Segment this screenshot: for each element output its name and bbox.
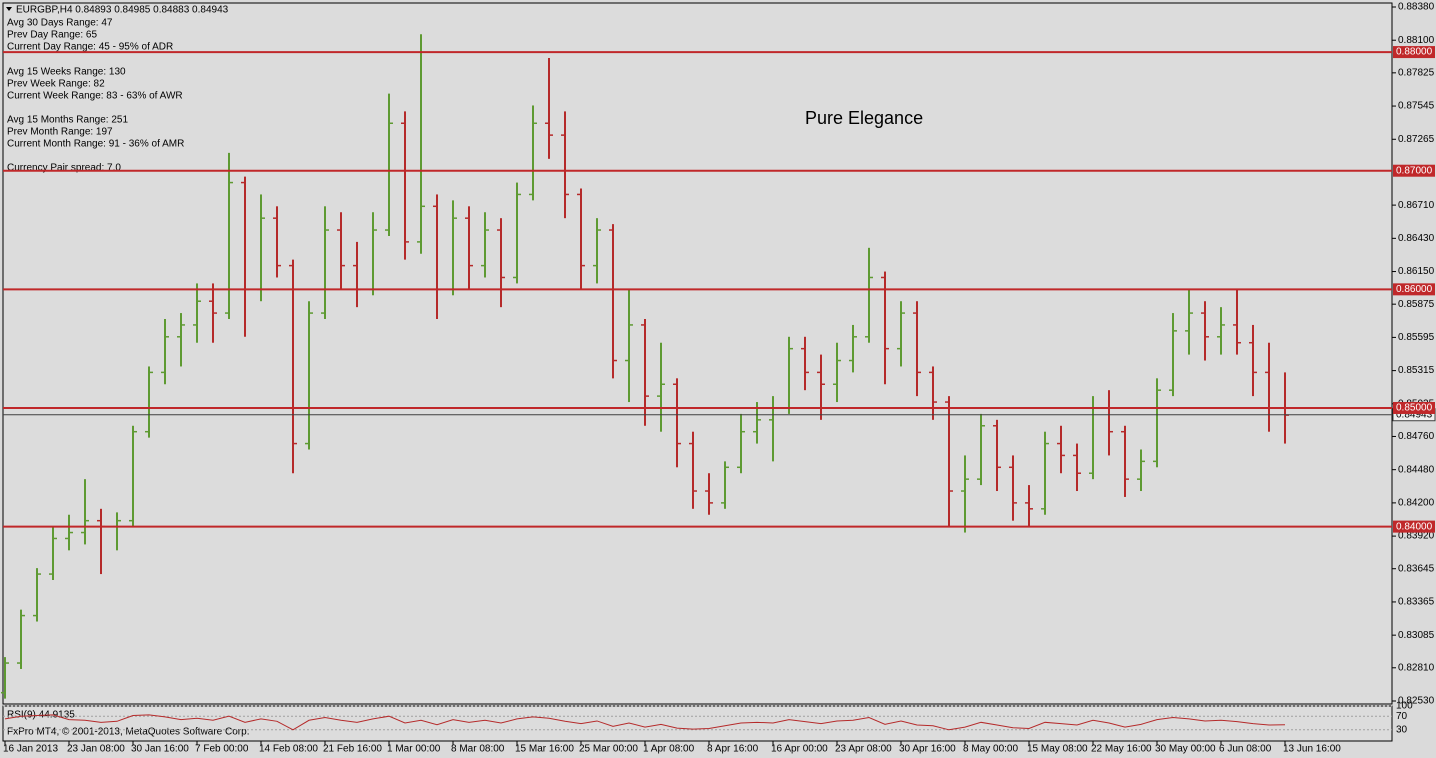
info-line: Prev Month Range: 197 <box>7 127 113 138</box>
level-box <box>1393 283 1435 296</box>
info-line: Avg 15 Weeks Range: 130 <box>7 67 126 78</box>
x-tick-label: 15 May 08:00 <box>1027 744 1088 755</box>
x-tick-label: 8 May 00:00 <box>963 744 1018 755</box>
rsi-panel <box>2 705 1393 742</box>
y-tick-label: 0.88100 <box>1398 35 1435 46</box>
y-tick-label: 0.83920 <box>1398 531 1435 542</box>
x-tick-label: 23 Jan 08:00 <box>67 744 125 755</box>
level-label: 0.85000 <box>1396 403 1433 414</box>
info-line: Current Month Range: 91 - 36% of AMR <box>7 139 184 150</box>
x-tick-label: 1 Mar 00:00 <box>387 744 441 755</box>
chart-header: EURGBP,H4 0.84893 0.84985 0.84883 0.8494… <box>16 5 229 16</box>
x-tick-label: 7 Feb 00:00 <box>195 744 249 755</box>
x-tick-label: 30 Jan 16:00 <box>131 744 189 755</box>
level-label: 0.86000 <box>1396 284 1433 295</box>
info-line: Prev Week Range: 82 <box>7 79 105 90</box>
level-box <box>1393 46 1435 59</box>
current-price-label: 0.84943 <box>1396 409 1433 420</box>
level-box <box>1393 520 1435 533</box>
rsi-line <box>4 714 1286 731</box>
x-tick-label: 15 Mar 16:00 <box>515 744 574 755</box>
info-line: Prev Day Range: 65 <box>7 30 97 41</box>
x-tick-label: 1 Apr 08:00 <box>643 744 695 755</box>
y-tick-label: 0.85315 <box>1398 365 1435 376</box>
y-tick-label: 0.85875 <box>1398 299 1435 310</box>
level-label: 0.87000 <box>1396 165 1433 176</box>
x-tick-label: 22 May 16:00 <box>1091 744 1152 755</box>
y-tick-label: 0.86430 <box>1398 233 1435 244</box>
rsi-tick-label: 30 <box>1396 724 1408 735</box>
y-tick-label: 0.84760 <box>1398 431 1435 442</box>
level-label: 0.84000 <box>1396 521 1433 532</box>
info-line: Avg 15 Months Range: 251 <box>7 115 128 126</box>
y-tick-label: 0.82530 <box>1398 696 1435 707</box>
footer: FxPro MT4, © 2001-2013, MetaQuotes Softw… <box>7 727 249 738</box>
y-tick-label: 0.84200 <box>1398 498 1435 509</box>
menu-arrow[interactable] <box>6 7 12 11</box>
x-tick-label: 13 Jun 16:00 <box>1283 744 1341 755</box>
y-tick-label: 0.87265 <box>1398 134 1435 145</box>
y-tick-label: 0.85595 <box>1398 332 1435 343</box>
x-tick-label: 8 Apr 16:00 <box>707 744 759 755</box>
x-tick-label: 8 Mar 08:00 <box>451 744 505 755</box>
y-tick-label: 0.84480 <box>1398 464 1435 475</box>
x-tick-label: 25 Mar 00:00 <box>579 744 638 755</box>
level-label: 0.88000 <box>1396 47 1433 58</box>
y-tick-label: 0.86150 <box>1398 266 1435 277</box>
y-tick-label: 0.83085 <box>1398 630 1435 641</box>
x-tick-label: 30 Apr 16:00 <box>899 744 956 755</box>
info-line: Current Week Range: 83 - 63% of AWR <box>7 91 183 102</box>
y-tick-label: 0.87825 <box>1398 67 1435 78</box>
x-tick-label: 16 Jan 2013 <box>3 744 58 755</box>
y-tick-label: 0.88380 <box>1398 2 1435 13</box>
x-tick-label: 16 Apr 00:00 <box>771 744 828 755</box>
y-tick-label: 0.87545 <box>1398 101 1435 112</box>
x-tick-label: 21 Feb 16:00 <box>323 744 382 755</box>
x-tick-label: 6 Jun 08:00 <box>1219 744 1272 755</box>
info-line: Avg 30 Days Range: 47 <box>7 18 113 29</box>
y-tick-label: 0.82810 <box>1398 662 1435 673</box>
annotation: Pure Elegance <box>805 108 923 128</box>
info-line: Currency Pair spread: 7.0 <box>7 163 121 174</box>
rsi-tick-label: 100 <box>1396 701 1413 712</box>
x-tick-label: 30 May 00:00 <box>1155 744 1216 755</box>
x-tick-label: 23 Apr 08:00 <box>835 744 892 755</box>
price-panel <box>2 2 1393 705</box>
y-tick-label: 0.86710 <box>1398 200 1435 211</box>
rsi-tick-label: 70 <box>1396 711 1408 722</box>
y-tick-label: 0.83365 <box>1398 597 1435 608</box>
info-line: Current Day Range: 45 - 95% of ADR <box>7 42 173 53</box>
level-box <box>1393 164 1435 177</box>
level-box <box>1393 401 1435 414</box>
y-tick-label: 0.83645 <box>1398 563 1435 574</box>
x-tick-label: 14 Feb 08:00 <box>259 744 318 755</box>
